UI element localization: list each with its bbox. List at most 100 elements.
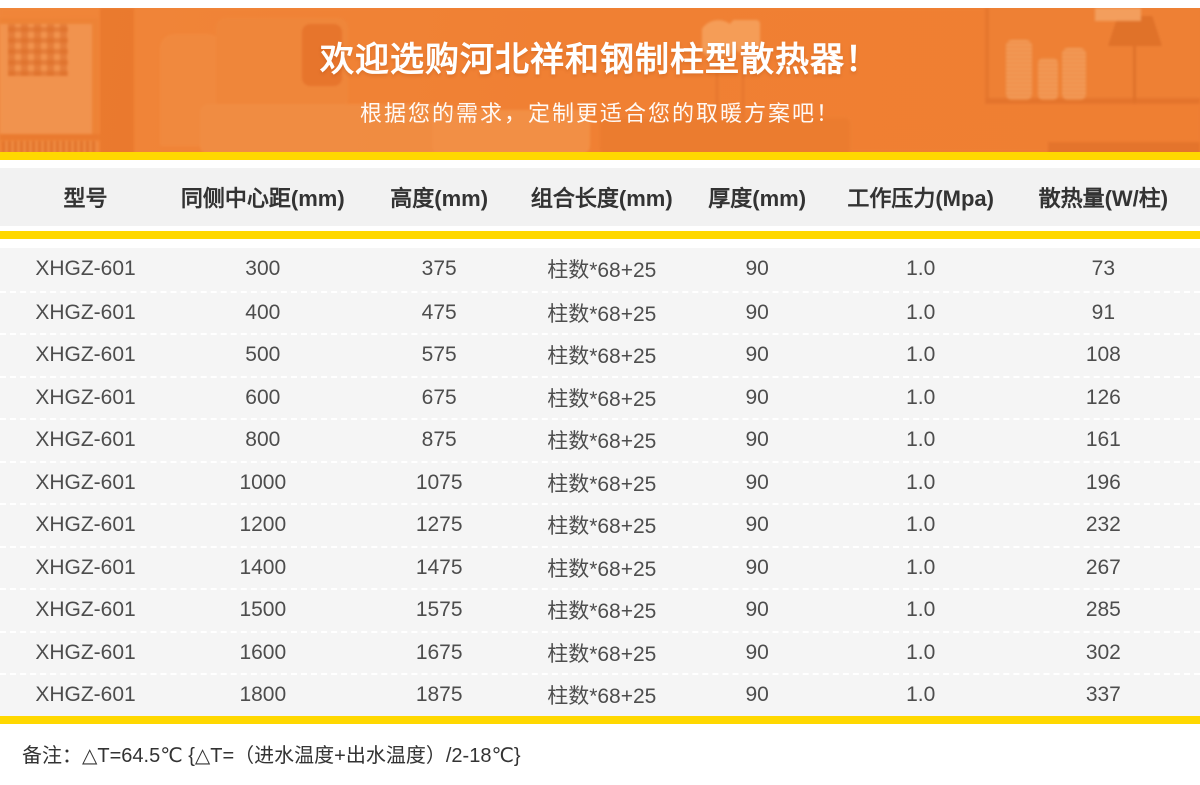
cell-heat-output: 196 [1085, 470, 1121, 494]
window-sill-illustration [0, 134, 100, 140]
header-combined-length: 组合长度(mm) [530, 186, 673, 211]
cell-model: XHGZ-601 [35, 683, 136, 707]
header-center-distance: 同侧中心距(mm) [180, 186, 345, 211]
cell-height: 675 [421, 385, 457, 409]
yellow-divider-top [0, 152, 1200, 160]
header-thickness: 厚度(mm) [708, 186, 807, 211]
table-row: XHGZ-601 1800 1875 柱数*68+25 90 1.0 337 [0, 673, 1200, 716]
yellow-divider-header-bottom [0, 231, 1200, 239]
cell-combined-length: 柱数*68+25 [547, 472, 657, 496]
cell-heat-output: 267 [1085, 555, 1121, 579]
cell-center-distance: 1200 [239, 513, 287, 537]
cell-model: XHGZ-601 [35, 513, 136, 537]
cell-center-distance: 1400 [239, 555, 287, 579]
cell-thickness: 90 [745, 470, 769, 494]
cell-height: 1475 [415, 555, 463, 579]
spec-table-body: XHGZ-601 300 375 柱数*68+25 90 1.0 73 XHGZ… [0, 248, 1200, 716]
cell-working-pressure: 1.0 [906, 385, 936, 409]
cell-model: XHGZ-601 [35, 428, 136, 452]
cell-height: 1575 [415, 598, 463, 622]
cell-combined-length: 柱数*68+25 [547, 259, 657, 283]
table-row: XHGZ-601 600 675 柱数*68+25 90 1.0 126 [0, 375, 1200, 418]
cell-model: XHGZ-601 [35, 470, 136, 494]
cell-center-distance: 600 [245, 385, 281, 409]
radiator-illustration [2, 141, 98, 152]
cell-height: 1675 [415, 640, 463, 664]
cell-heat-output: 302 [1085, 640, 1121, 664]
cell-center-distance: 500 [245, 343, 281, 367]
table-row: XHGZ-601 1600 1675 柱数*68+25 90 1.0 302 [0, 630, 1200, 673]
header-heat-output: 散热量(W/柱) [1038, 186, 1169, 211]
cell-combined-length: 柱数*68+25 [547, 600, 657, 624]
cell-working-pressure: 1.0 [906, 640, 936, 664]
cell-working-pressure: 1.0 [906, 513, 936, 537]
header-height: 高度(mm) [390, 186, 489, 211]
table-row: XHGZ-601 1500 1575 柱数*68+25 90 1.0 285 [0, 588, 1200, 631]
cell-thickness: 90 [745, 683, 769, 707]
cell-working-pressure: 1.0 [906, 598, 936, 622]
cell-thickness: 90 [745, 257, 769, 281]
cell-center-distance: 400 [245, 300, 281, 324]
cell-thickness: 90 [745, 300, 769, 324]
cell-height: 875 [421, 428, 457, 452]
cell-heat-output: 91 [1091, 300, 1116, 324]
cell-working-pressure: 1.0 [906, 300, 936, 324]
cell-height: 1075 [415, 470, 463, 494]
spec-table-header: 型号 同侧中心距(mm) 高度(mm) 组合长度(mm) 厚度(mm) 工作压力… [0, 168, 1200, 226]
cell-center-distance: 1800 [239, 683, 287, 707]
cell-thickness: 90 [745, 343, 769, 367]
top-white-strip [0, 0, 1200, 8]
cell-combined-length: 柱数*68+25 [547, 387, 657, 411]
cell-model: XHGZ-601 [35, 640, 136, 664]
cell-height: 1875 [415, 683, 463, 707]
cell-heat-output: 232 [1085, 513, 1121, 537]
cell-model: XHGZ-601 [35, 555, 136, 579]
cell-combined-length: 柱数*68+25 [547, 345, 657, 369]
cell-center-distance: 800 [245, 428, 281, 452]
cell-height: 475 [421, 300, 457, 324]
table-row: XHGZ-601 1200 1275 柱数*68+25 90 1.0 232 [0, 503, 1200, 546]
cell-thickness: 90 [745, 598, 769, 622]
cell-center-distance: 1000 [239, 470, 287, 494]
cell-combined-length: 柱数*68+25 [547, 302, 657, 326]
hero-banner: 欢迎选购河北祥和钢制柱型散热器！ 根据您的需求，定制更适合您的取暖方案吧！ [0, 8, 1200, 152]
cell-thickness: 90 [745, 640, 769, 664]
cell-combined-length: 柱数*68+25 [547, 430, 657, 454]
banner-text-block: 欢迎选购河北祥和钢制柱型散热器！ 根据您的需求，定制更适合您的取暖方案吧！ [0, 8, 1200, 128]
cell-heat-output: 108 [1085, 343, 1121, 367]
cell-combined-length: 柱数*68+25 [547, 685, 657, 709]
cell-model: XHGZ-601 [35, 343, 136, 367]
table-row: XHGZ-601 400 475 柱数*68+25 90 1.0 91 [0, 290, 1200, 333]
table-row: XHGZ-601 500 575 柱数*68+25 90 1.0 108 [0, 333, 1200, 376]
banner-subtitle: 根据您的需求，定制更适合您的取暖方案吧！ [359, 101, 840, 126]
banner-title: 欢迎选购河北祥和钢制柱型散热器！ [320, 41, 880, 79]
footer-note: 备注：△T=64.5℃ {△T=（进水温度+出水温度）/2-18℃} [0, 723, 1200, 768]
cell-combined-length: 柱数*68+25 [547, 515, 657, 539]
yellow-divider-bottom [0, 715, 1200, 724]
cell-heat-output: 337 [1085, 683, 1121, 707]
cell-heat-output: 73 [1091, 257, 1116, 281]
cell-working-pressure: 1.0 [906, 343, 936, 367]
cell-working-pressure: 1.0 [906, 683, 936, 707]
cell-height: 575 [421, 343, 457, 367]
cell-combined-length: 柱数*68+25 [547, 557, 657, 581]
table-row: XHGZ-601 300 375 柱数*68+25 90 1.0 73 [0, 248, 1200, 291]
cell-working-pressure: 1.0 [906, 257, 936, 281]
cell-thickness: 90 [745, 385, 769, 409]
cell-thickness: 90 [745, 428, 769, 452]
cell-working-pressure: 1.0 [906, 555, 936, 579]
cell-working-pressure: 1.0 [906, 470, 936, 494]
table-row: XHGZ-601 1000 1075 柱数*68+25 90 1.0 196 [0, 460, 1200, 503]
cell-heat-output: 126 [1085, 385, 1121, 409]
table-row: XHGZ-601 800 875 柱数*68+25 90 1.0 161 [0, 418, 1200, 461]
cell-model: XHGZ-601 [35, 300, 136, 324]
cell-thickness: 90 [745, 555, 769, 579]
cell-heat-output: 161 [1085, 428, 1121, 452]
cell-model: XHGZ-601 [35, 257, 136, 281]
cell-center-distance: 1500 [239, 598, 287, 622]
cell-center-distance: 1600 [239, 640, 287, 664]
cell-model: XHGZ-601 [35, 385, 136, 409]
banner-photo [0, 8, 1200, 152]
cell-center-distance: 300 [245, 257, 281, 281]
table-row: XHGZ-601 1400 1475 柱数*68+25 90 1.0 267 [0, 545, 1200, 588]
